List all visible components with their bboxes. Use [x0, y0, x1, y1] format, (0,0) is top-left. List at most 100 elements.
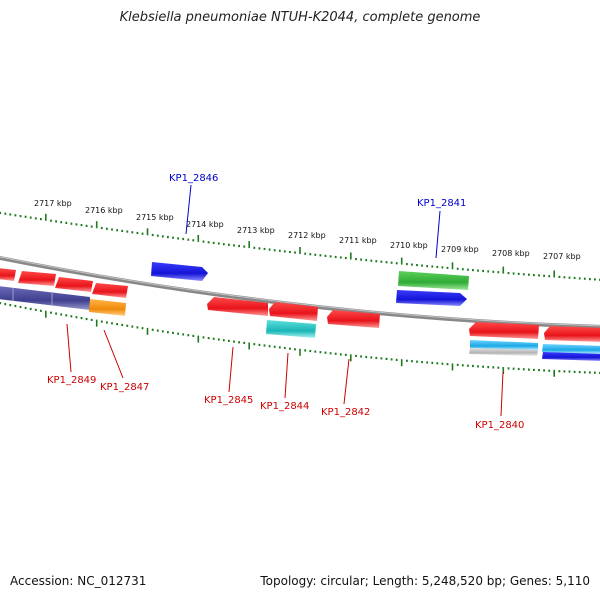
minor-tick: [568, 276, 571, 279]
minor-tick: [141, 232, 144, 235]
scale-label: 2710 kbp: [390, 241, 428, 250]
minor-tick: [507, 367, 510, 370]
minor-tick: [50, 311, 52, 314]
minor-tick: [65, 314, 68, 317]
major-tick: [553, 369, 555, 377]
minor-tick: [594, 278, 596, 281]
gene-arrow-lightblue[interactable]: [542, 344, 600, 354]
minor-tick: [233, 244, 235, 247]
scale-label: 2712 kbp: [288, 231, 326, 240]
gene-arrow-red[interactable]: [544, 326, 600, 342]
minor-tick: [441, 266, 444, 269]
gene-kp1_2840[interactable]: [469, 322, 539, 339]
minor-tick: [222, 339, 225, 342]
minor-tick: [294, 348, 296, 351]
minor-tick: [29, 216, 32, 219]
minor-tick: [385, 261, 388, 264]
gene-label-kp1_2841[interactable]: KP1_2841: [417, 198, 466, 209]
gene-arrow-red[interactable]: [55, 277, 93, 292]
minor-tick: [217, 242, 220, 245]
gene-arrow-red[interactable]: [18, 271, 56, 286]
minor-tick: [431, 361, 434, 364]
leader-line-kp1_2842: [343, 358, 350, 405]
minor-tick: [472, 364, 474, 368]
minor-tick: [589, 278, 591, 281]
scale-label: 2715 kbp: [136, 213, 174, 222]
minor-tick: [9, 304, 12, 307]
gene-label-kp1_2847[interactable]: KP1_2847: [100, 382, 149, 393]
minor-tick: [156, 329, 159, 332]
minor-tick: [4, 212, 7, 215]
minor-tick: [406, 263, 408, 266]
minor-tick: [289, 250, 291, 254]
inner-scale-ticks: [0, 302, 600, 377]
gene-arrow-blue[interactable]: [542, 352, 600, 361]
gene-arrow-red[interactable]: [0, 268, 16, 281]
minor-tick: [309, 349, 312, 353]
minor-tick: [273, 345, 276, 348]
minor-tick: [34, 308, 37, 311]
minor-tick: [151, 233, 154, 237]
major-tick: [299, 348, 301, 356]
minor-tick: [70, 222, 73, 225]
gene-kp1_2847[interactable]: [89, 299, 126, 316]
minor-tick: [233, 340, 235, 343]
minor-tick: [558, 370, 561, 373]
minor-tick: [9, 213, 12, 216]
gene-arrow-lightblue[interactable]: [470, 340, 538, 350]
gene-arrow-red[interactable]: [92, 283, 128, 298]
minor-tick: [85, 224, 88, 227]
minor-tick: [207, 241, 210, 244]
minor-tick: [217, 338, 220, 341]
minor-tick: [177, 332, 179, 335]
minor-tick: [344, 256, 347, 260]
minor-tick: [116, 229, 118, 232]
scale-label: 2708 kbp: [492, 249, 530, 258]
minor-tick: [334, 352, 337, 355]
gene-kp1_2846[interactable]: [151, 262, 208, 281]
minor-tick: [538, 369, 540, 372]
minor-tick: [390, 358, 393, 361]
gene-label-kp1_2840[interactable]: KP1_2840: [475, 420, 524, 431]
minor-tick: [161, 330, 164, 333]
minor-tick: [548, 275, 551, 278]
minor-tick: [339, 256, 342, 259]
major-tick: [299, 247, 301, 254]
gene-kp1_2845[interactable]: [207, 297, 268, 316]
gene-arrow-gray[interactable]: [469, 348, 538, 356]
gene-kp1_2841[interactable]: [398, 271, 469, 290]
minor-tick: [253, 343, 256, 346]
genome-summary-label: Topology: circular; Length: 5,248,520 bp…: [260, 574, 590, 588]
gene-arrow-blue[interactable]: [396, 290, 467, 306]
gene-kp1_2842[interactable]: [327, 310, 380, 328]
minor-tick: [324, 254, 327, 257]
gene-label-kp1_2846[interactable]: KP1_2846: [169, 173, 218, 184]
minor-tick: [522, 273, 525, 276]
major-tick: [400, 359, 403, 367]
gene-label-kp1_2849[interactable]: KP1_2849: [47, 375, 96, 386]
leader-line-kp1_2847: [103, 329, 124, 379]
scale-label: 2711 kbp: [339, 236, 377, 245]
gene-label-kp1_2845[interactable]: KP1_2845: [204, 395, 253, 406]
forward-strand-genes: [0, 262, 469, 306]
minor-tick: [543, 369, 545, 372]
gene-kp1_2844[interactable]: [266, 320, 316, 338]
major-tick: [146, 228, 149, 236]
gene-label-kp1_2844[interactable]: KP1_2844: [260, 401, 309, 412]
minor-tick: [446, 266, 449, 269]
gene-label-kp1_2842[interactable]: KP1_2842: [321, 407, 370, 418]
minor-tick: [50, 219, 52, 222]
minor-tick: [65, 221, 68, 224]
minor-tick: [243, 245, 246, 248]
gene-arrow-red[interactable]: [269, 302, 318, 321]
minor-tick: [360, 258, 362, 261]
label-leader-lines: [66, 184, 504, 417]
gene-kp1_2849[interactable]: [0, 286, 90, 310]
minor-tick: [543, 274, 545, 277]
minor-tick: [467, 268, 469, 271]
minor-tick: [436, 362, 439, 365]
minor-tick: [512, 367, 515, 370]
minor-tick: [243, 341, 246, 344]
minor-tick: [380, 260, 383, 263]
minor-tick: [558, 275, 561, 278]
